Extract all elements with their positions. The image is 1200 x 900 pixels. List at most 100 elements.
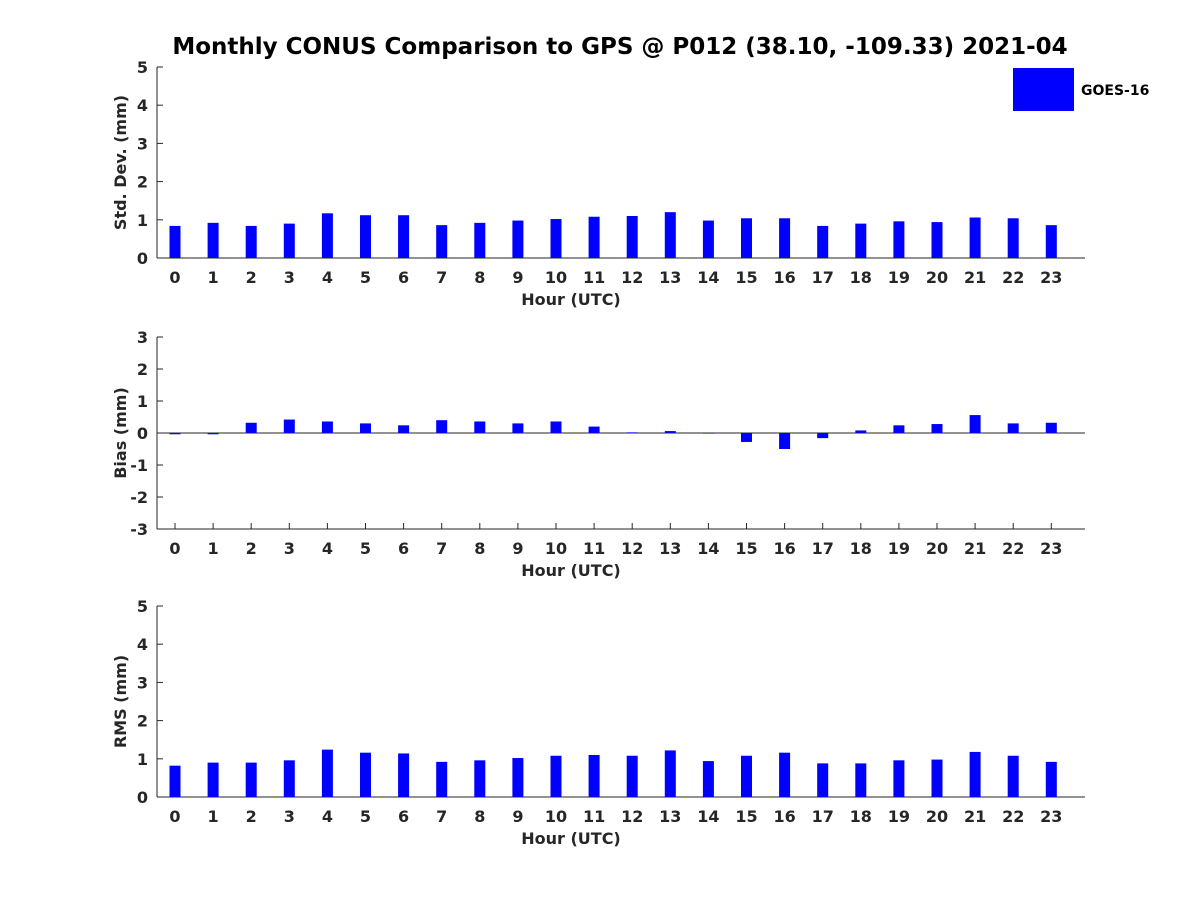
bar-rms-hour-20: [931, 759, 943, 797]
bar-bias-hour-22: [1007, 423, 1019, 433]
bar-rms-hour-23: [1045, 761, 1057, 797]
bar-bias-hour-16: [779, 433, 791, 449]
y-tick-label: 4: [137, 96, 148, 115]
x-tick-label: 12: [621, 807, 643, 826]
bar-bias-hour-6: [398, 425, 410, 433]
chart-title: Monthly CONUS Comparison to GPS @ P012 (…: [172, 34, 1067, 60]
bar-bias-hour-10: [550, 421, 562, 433]
x-tick-label: 9: [512, 539, 523, 558]
bar-rms-hour-10: [550, 755, 562, 797]
x-tick-label: 14: [697, 268, 719, 287]
x-tick-label: 5: [360, 268, 371, 287]
bar-rms-hour-3: [283, 760, 295, 797]
x-tick-label: 7: [436, 268, 447, 287]
x-tick-label: 23: [1040, 539, 1062, 558]
x-tick-label: 12: [621, 268, 643, 287]
x-tick-label: 12: [621, 539, 643, 558]
x-tick-label: 10: [545, 268, 567, 287]
y-axis-label: Std. Dev. (mm): [111, 95, 130, 230]
x-tick-label: 8: [474, 807, 485, 826]
x-tick-label: 6: [398, 807, 409, 826]
legend-label-goes-16: GOES-16: [1081, 83, 1149, 99]
x-tick-label: 15: [735, 268, 757, 287]
bar-bias-hour-21: [969, 415, 981, 433]
bar-bias-hour-19: [893, 425, 905, 433]
bar-std-hour-23: [1045, 225, 1057, 258]
bar-std-hour-20: [931, 222, 943, 258]
y-tick-label: 1: [137, 750, 148, 769]
bar-bias-hour-12: [626, 432, 638, 433]
x-axis-label: Hour (UTC): [521, 561, 621, 580]
x-tick-label: 9: [512, 268, 523, 287]
bar-std-hour-16: [779, 218, 791, 258]
bar-bias-hour-18: [855, 430, 867, 433]
bar-bias-hour-20: [931, 424, 943, 433]
x-tick-label: 0: [169, 268, 180, 287]
x-tick-label: 8: [474, 268, 485, 287]
bar-bias-hour-0: [169, 433, 181, 435]
bar-std-hour-17: [817, 225, 829, 258]
x-tick-label: 21: [964, 539, 986, 558]
x-tick-label: 18: [850, 268, 872, 287]
x-tick-label: 20: [926, 807, 948, 826]
bar-bias-hour-11: [588, 426, 600, 433]
x-tick-label: 1: [208, 807, 219, 826]
x-tick-label: 10: [545, 539, 567, 558]
bar-bias-hour-8: [474, 421, 486, 433]
x-tick-label: 10: [545, 807, 567, 826]
bar-rms-hour-22: [1007, 755, 1019, 797]
y-tick-label: 1: [137, 211, 148, 230]
bar-std-hour-21: [969, 217, 981, 258]
bar-std-hour-5: [360, 215, 371, 258]
y-tick-label: 5: [137, 58, 148, 77]
y-tick-label: -1: [130, 456, 148, 475]
bar-bias-hour-13: [664, 431, 676, 433]
bar-rms-hour-4: [321, 749, 333, 797]
x-tick-label: 13: [659, 539, 681, 558]
x-tick-label: 20: [926, 268, 948, 287]
x-tick-label: 0: [169, 539, 180, 558]
bar-rms-hour-7: [436, 761, 448, 797]
x-tick-label: 4: [322, 268, 333, 287]
bar-rms-hour-11: [588, 754, 600, 797]
bar-bias-hour-4: [321, 421, 333, 433]
y-tick-label: 3: [137, 673, 148, 692]
y-tick-label: 2: [137, 173, 148, 192]
bar-rms-hour-19: [893, 760, 905, 797]
y-tick-label: 2: [137, 360, 148, 379]
legend-swatch-goes-16: [1013, 68, 1074, 111]
bar-rms-hour-21: [969, 751, 981, 797]
x-tick-label: 13: [659, 807, 681, 826]
bar-std-hour-7: [436, 225, 448, 258]
bar-rms-hour-13: [664, 750, 676, 797]
bar-std-hour-10: [550, 219, 562, 258]
x-tick-label: 15: [735, 807, 757, 826]
bar-bias-hour-7: [436, 420, 448, 433]
x-tick-label: 19: [888, 539, 910, 558]
x-tick-label: 7: [436, 539, 447, 558]
bar-rms-hour-9: [512, 758, 524, 797]
bar-std-hour-1: [207, 222, 219, 258]
bar-std-hour-3: [283, 223, 295, 258]
x-tick-label: 16: [773, 268, 795, 287]
bar-std-hour-2: [245, 225, 257, 258]
bar-std-hour-9: [512, 220, 524, 258]
x-axis-label: Hour (UTC): [521, 290, 621, 309]
x-tick-label: 18: [850, 539, 872, 558]
bar-std-hour-0: [169, 225, 181, 258]
bar-bias-hour-5: [360, 423, 371, 433]
bar-bias-hour-17: [817, 433, 829, 439]
y-tick-label: 1: [137, 392, 148, 411]
bar-rms-hour-6: [398, 753, 410, 797]
x-tick-label: 5: [360, 539, 371, 558]
x-tick-label: 2: [246, 807, 257, 826]
y-axis-label: Bias (mm): [111, 387, 130, 479]
bar-rms-hour-5: [360, 752, 371, 797]
x-tick-label: 16: [773, 807, 795, 826]
x-tick-label: 16: [773, 539, 795, 558]
bar-bias-hour-23: [1045, 422, 1057, 433]
x-tick-label: 23: [1040, 807, 1062, 826]
x-tick-label: 3: [284, 807, 295, 826]
bar-std-hour-22: [1007, 218, 1019, 258]
